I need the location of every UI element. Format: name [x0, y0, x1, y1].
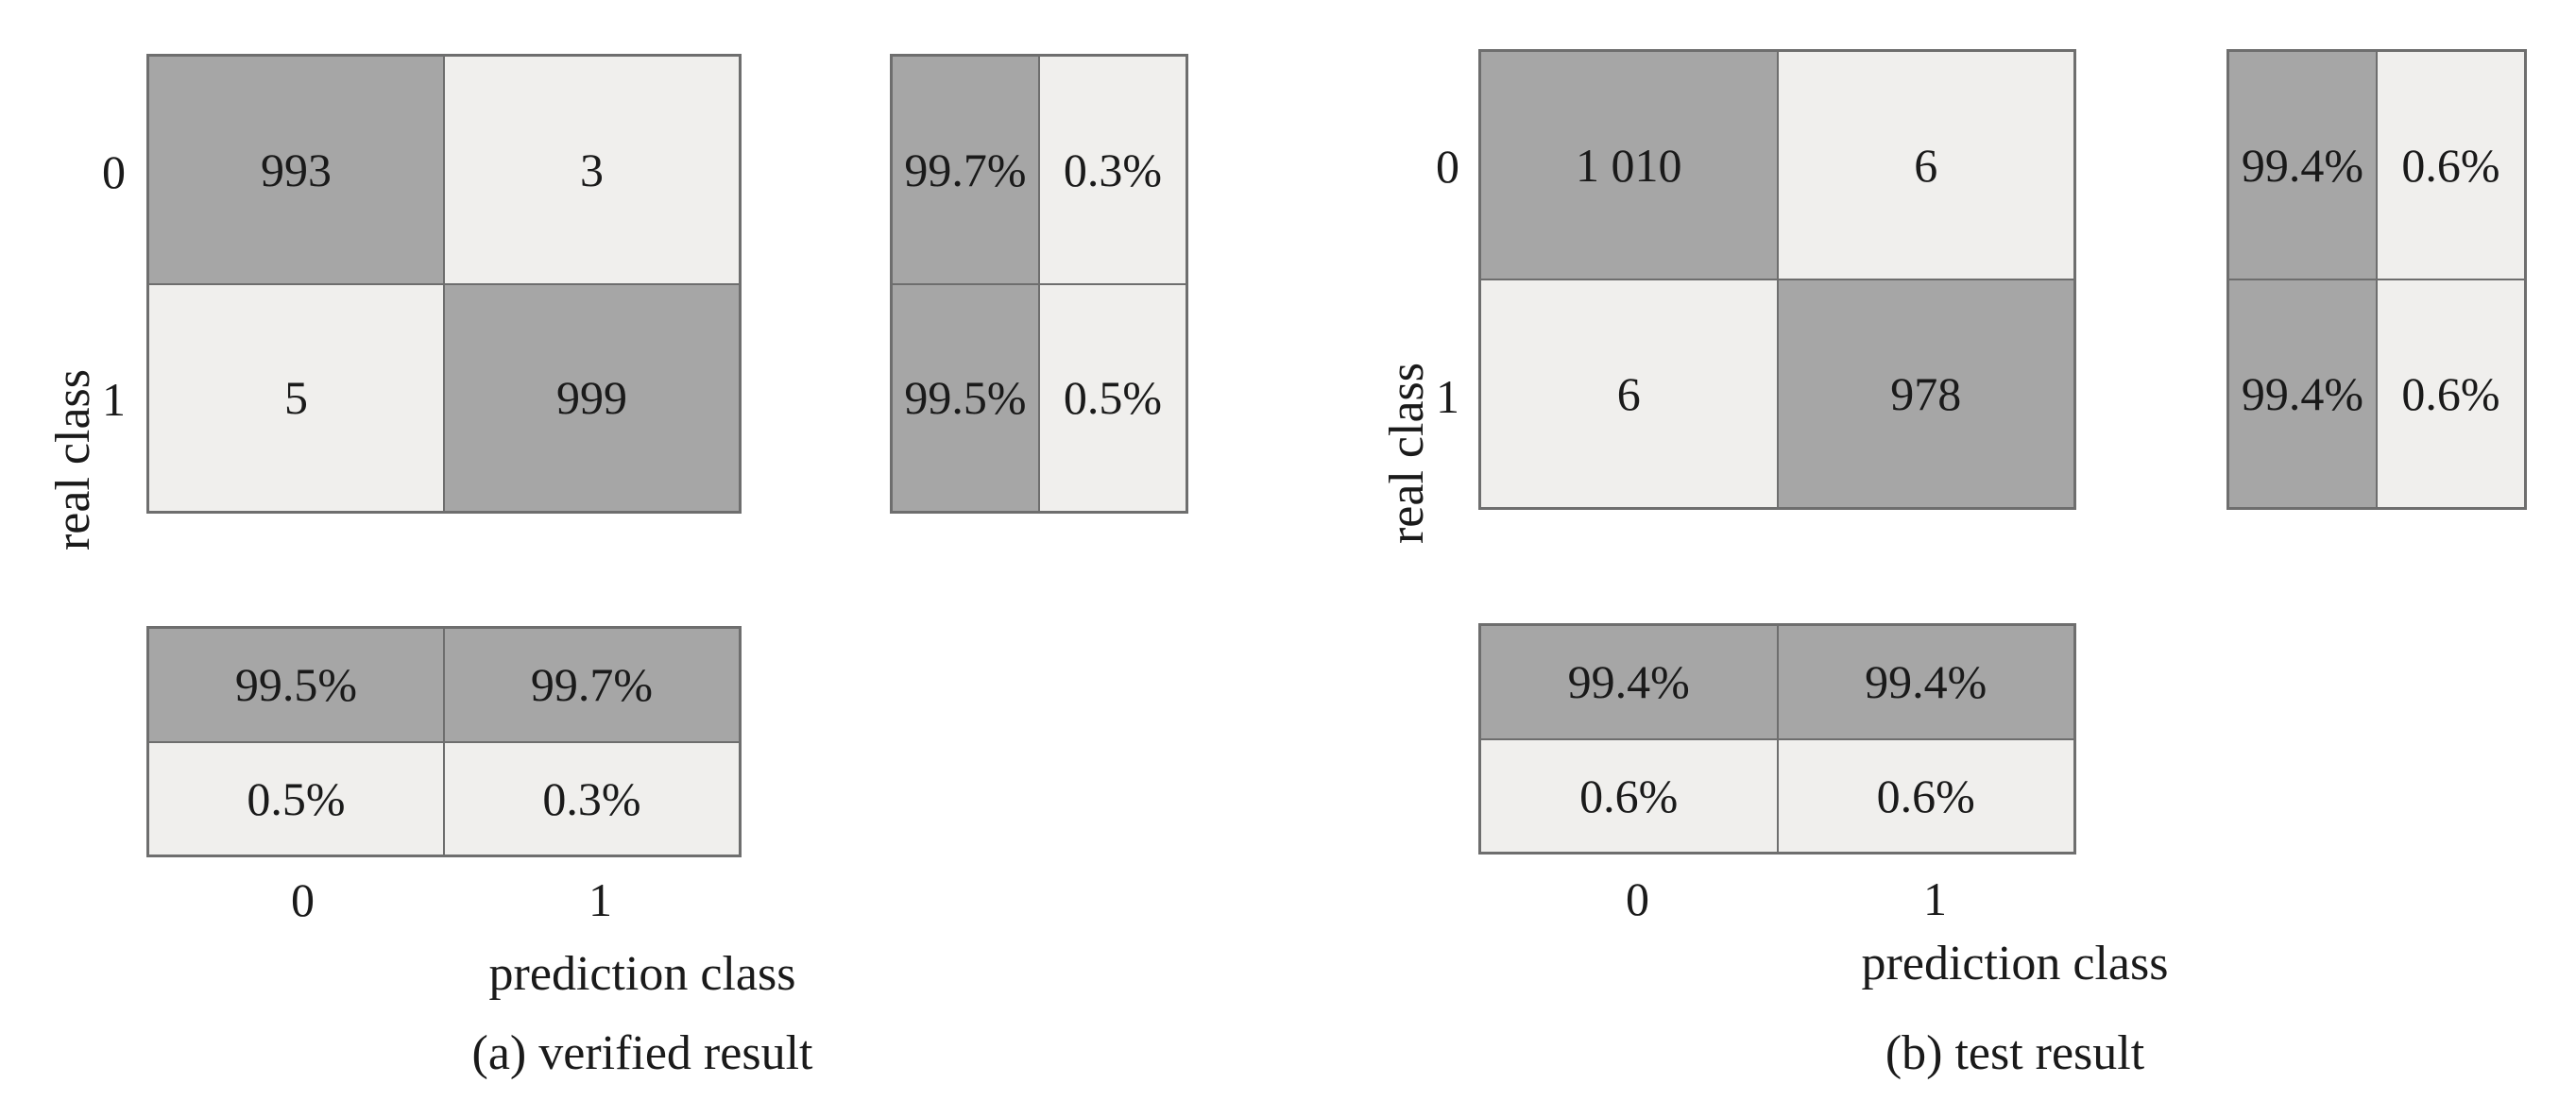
column-percent-matrix: 99.4% 99.4% 0.6% 0.6% [1478, 623, 2076, 855]
matrix-cell-0-0: 993 [148, 56, 444, 284]
col-percent-cell-0-0: 99.4% [1480, 625, 1778, 739]
row-percent-cell-1-1: 0.6% [2377, 279, 2525, 508]
col-percent-cell-1-1: 0.6% [1777, 738, 2074, 853]
row-percent-cell-1-0: 99.4% [2228, 279, 2377, 508]
row-percent-cell-0-1: 0.3% [1039, 56, 1186, 284]
col-percent-cell-0-0: 99.5% [148, 628, 444, 742]
confusion-matrix: 993 3 5 999 [146, 54, 742, 514]
col-percent-cell-1-0: 0.5% [148, 741, 444, 855]
matrix-cell-0-0: 1 010 [1480, 51, 1778, 279]
row-percent-cell-0-0: 99.4% [2228, 51, 2377, 279]
matrix-cell-1-0: 5 [148, 283, 444, 512]
row-percent-cell-0-1: 0.6% [2377, 51, 2525, 279]
col-tick-0: 0 [291, 873, 315, 926]
caption: (b) test result [1885, 1026, 2145, 1080]
col-percent-cell-0-1: 99.7% [444, 628, 740, 742]
y-axis-label: real class [1380, 362, 1434, 545]
row-percent-cell-1-0: 99.5% [892, 283, 1039, 512]
row-percent-cell-1-1: 0.5% [1039, 283, 1186, 512]
matrix-cell-1-1: 978 [1777, 279, 2074, 508]
confusion-matrix: 1 010 6 6 978 [1478, 49, 2076, 510]
y-axis-label: real class [46, 368, 100, 551]
matrix-cell-0-1: 3 [444, 56, 740, 284]
x-axis-label: prediction class [1861, 937, 2169, 990]
row-tick-1: 1 [102, 373, 126, 426]
panel-verified: real class 0 1 993 3 5 999 99.7% 0.3% 99… [46, 54, 1188, 1080]
caption: (a) verified result [471, 1026, 813, 1080]
row-tick-1: 1 [1436, 370, 1459, 423]
col-tick-1: 1 [1923, 872, 1947, 925]
col-tick-0: 0 [1626, 872, 1649, 925]
row-tick-0: 0 [1436, 140, 1459, 193]
matrix-cell-1-1: 999 [444, 283, 740, 512]
x-axis-label: prediction class [488, 947, 796, 1001]
col-percent-cell-0-1: 99.4% [1777, 625, 2074, 739]
col-percent-cell-1-0: 0.6% [1480, 738, 1778, 853]
col-percent-cell-1-1: 0.3% [444, 741, 740, 855]
row-percent-matrix: 99.7% 0.3% 99.5% 0.5% [890, 54, 1188, 514]
column-percent-matrix: 99.5% 99.7% 0.5% 0.3% [146, 626, 742, 857]
row-percent-cell-0-0: 99.7% [892, 56, 1039, 284]
panel-test: real class 0 1 1 010 6 6 978 99.4% 0.6% … [1288, 0, 2576, 1117]
row-tick-0: 0 [102, 145, 126, 198]
matrix-cell-0-1: 6 [1777, 51, 2074, 279]
matrix-cell-1-0: 6 [1480, 279, 1778, 508]
col-tick-1: 1 [589, 873, 612, 926]
row-percent-matrix: 99.4% 0.6% 99.4% 0.6% [2226, 49, 2527, 510]
